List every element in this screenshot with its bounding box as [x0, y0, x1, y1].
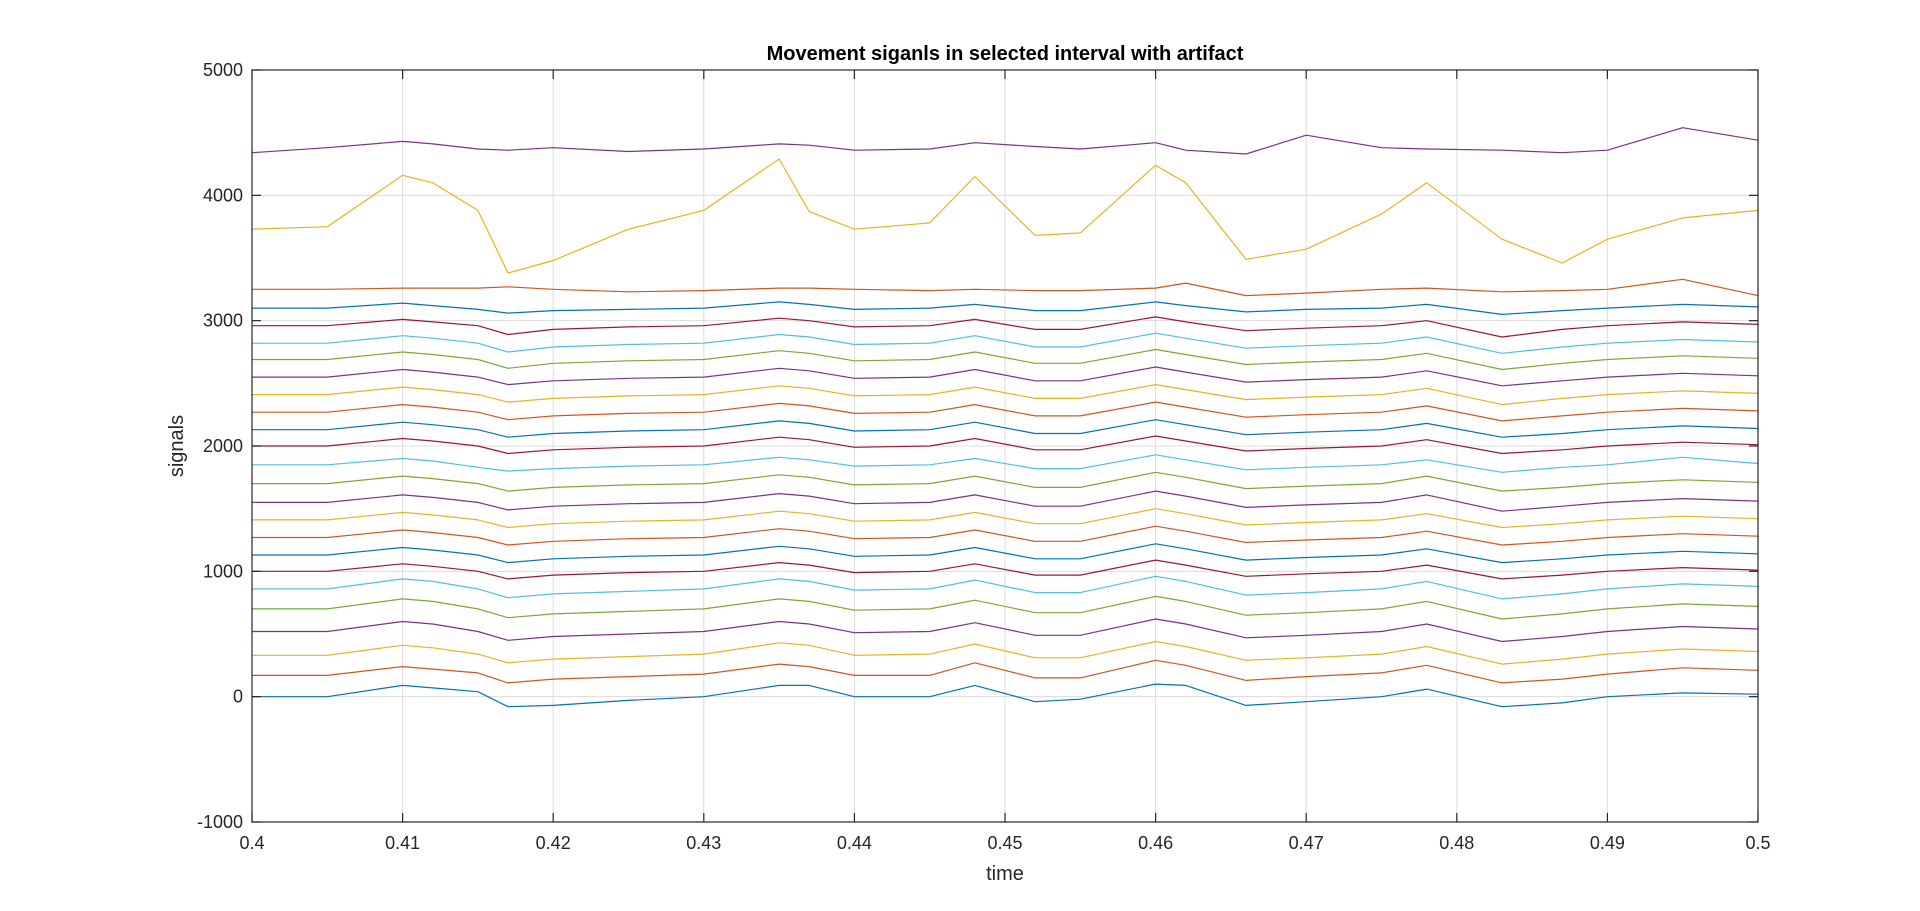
series-line-19: [252, 348, 1759, 371]
y-tick-label: 2000: [203, 436, 243, 456]
series-line-22: [252, 301, 1759, 315]
x-tick-label: 0.5: [1745, 833, 1770, 853]
series-line-3: [252, 640, 1759, 665]
series-line-6: [252, 575, 1759, 600]
ticks: 0.4 0.41 0.42 0.43 0.44 0.45 0.46 0.47 0.48 0.49 0…: [197, 60, 1771, 853]
y-tick-label: 5000: [203, 60, 243, 80]
series-line-2: [252, 659, 1759, 684]
series-line-23: [252, 278, 1759, 297]
chart-title: Movement siganls in selected interval wi…: [767, 43, 1244, 65]
series-line-1: [252, 683, 1759, 708]
series-line-10: [252, 508, 1759, 529]
series-line-25: [251, 127, 1759, 155]
x-tick-label: 0.43: [686, 833, 721, 853]
y-tick-label: 4000: [203, 185, 243, 205]
x-tick-label: 0.47: [1289, 833, 1324, 853]
series-line-16: [252, 401, 1759, 422]
series-line-13: [252, 454, 1759, 473]
x-tick-label: 0.42: [536, 833, 571, 853]
x-tick-label: 0.45: [987, 833, 1022, 853]
series-line-15: [252, 419, 1759, 438]
series-line-7: [252, 559, 1759, 580]
x-tick-label: 0.4: [239, 833, 264, 853]
series-line-12: [252, 471, 1759, 492]
y-tick-label: 3000: [203, 311, 243, 331]
series-line-11: [252, 490, 1759, 512]
y-tick-label: 0: [233, 687, 243, 707]
series-line-9: [252, 525, 1759, 546]
series-line-17: [252, 384, 1759, 406]
x-tick-label: 0.41: [385, 833, 420, 853]
series-line-21: [252, 316, 1759, 338]
x-tick-label: 0.46: [1138, 833, 1173, 853]
y-tick-label: 1000: [203, 561, 243, 581]
series-line-8: [252, 543, 1759, 564]
x-axis-label: time: [986, 863, 1024, 885]
series-line-14: [252, 435, 1759, 455]
series-line-18: [252, 366, 1759, 387]
series-line-5: [252, 595, 1759, 620]
series-line-4: [252, 618, 1759, 643]
y-axis-label: signals: [166, 415, 188, 477]
x-tick-label: 0.49: [1590, 833, 1625, 853]
series-line-24: [251, 158, 1759, 274]
y-tick-label: -1000: [197, 812, 243, 832]
x-tick-label: 0.44: [837, 833, 872, 853]
series-line-20: [252, 332, 1759, 354]
series-group: [251, 127, 1759, 708]
x-tick-label: 0.48: [1439, 833, 1474, 853]
